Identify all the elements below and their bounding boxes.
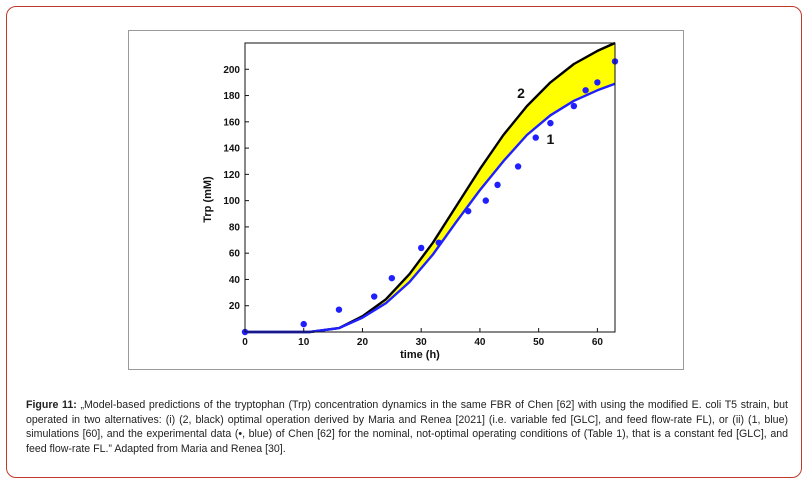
y-tick-label: 120: [223, 170, 240, 181]
figure-panel: 0 10 20 30 40 50 60 20 40 60 80 100 120 140 160 180 200 t…: [128, 30, 684, 370]
data-point: [335, 306, 343, 313]
data-point: [435, 239, 443, 246]
y-tick-label: 160: [223, 117, 240, 128]
x-tick-label: 30: [416, 337, 428, 348]
trp-chart: 0 10 20 30 40 50 60 20 40 60 80 100 120 140 160 180 200 t…: [202, 41, 619, 361]
caption-label: Figure 11:: [26, 399, 77, 411]
curve-annotation-1: 1: [546, 131, 554, 147]
x-tick-label: 50: [533, 337, 545, 348]
y-tick-label: 20: [229, 301, 241, 312]
data-point: [464, 207, 472, 215]
x-tick-label: 60: [592, 337, 604, 348]
data-point: [300, 320, 307, 328]
curve-annotation-2: 2: [517, 85, 525, 101]
x-tick-label: 40: [474, 337, 486, 348]
data-point: [582, 87, 589, 94]
y-axis-label: Trp (mM): [202, 176, 214, 223]
data-point: [417, 244, 425, 252]
series-line-1: [245, 82, 616, 334]
data-point: [494, 181, 501, 189]
data-point: [532, 134, 539, 141]
y-tick-label: 200: [223, 65, 240, 76]
x-tick-label: 20: [357, 337, 369, 348]
y-tick-label: 60: [229, 249, 241, 260]
plot-frame: [244, 42, 616, 333]
caption-text: „Model-based predictions of the tryptoph…: [26, 399, 788, 455]
data-point: [388, 274, 396, 282]
y-tick-label: 100: [223, 196, 240, 207]
data-point: [570, 102, 578, 110]
x-axis-label: time (h): [400, 349, 440, 361]
data-point: [594, 79, 601, 86]
y-tick-label: 80: [229, 222, 241, 233]
x-tick-label: 10: [298, 337, 310, 348]
y-tick-label: 140: [223, 144, 240, 155]
figure-caption: Figure 11: „Model-based predictions of t…: [26, 398, 788, 456]
data-point: [547, 119, 554, 127]
data-point: [371, 293, 378, 300]
y-tick-label: 40: [229, 275, 241, 286]
data-point: [514, 163, 522, 170]
y-tick-label: 180: [223, 91, 240, 102]
data-point: [482, 197, 489, 204]
x-tick-label: 0: [242, 337, 248, 348]
fill-between-area: [245, 43, 615, 332]
